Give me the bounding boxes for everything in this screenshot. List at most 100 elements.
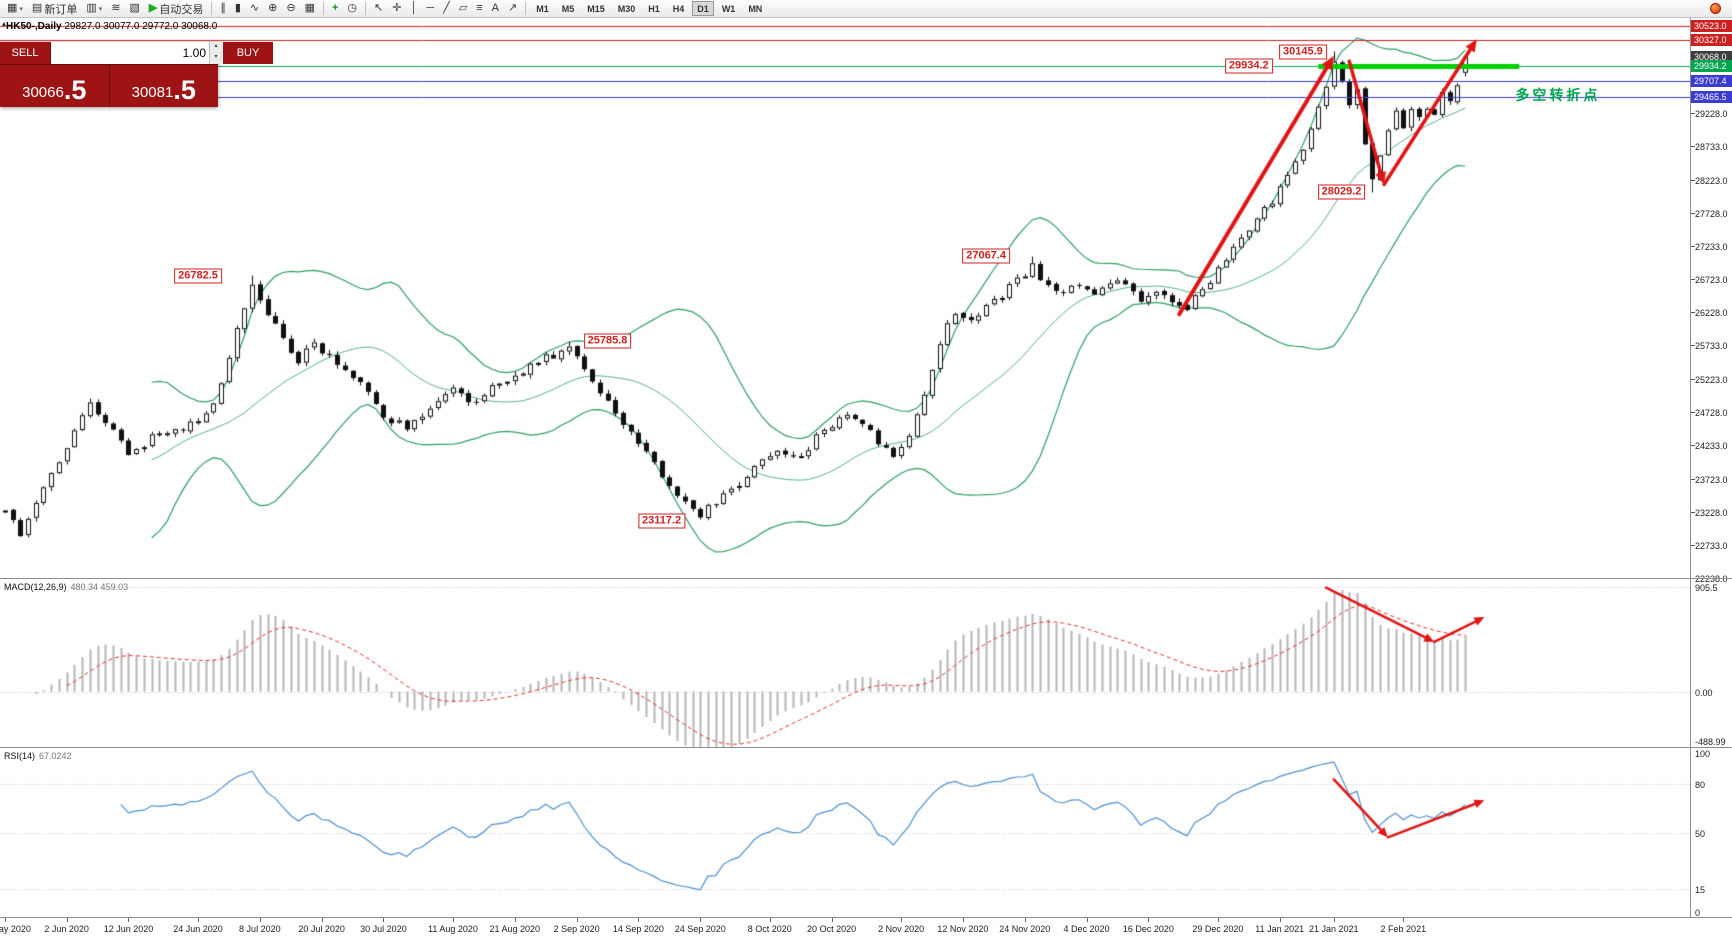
zoom-out-icon[interactable]: ⊖ (282, 1, 299, 17)
price-level-label: 29465.5 (1691, 90, 1732, 103)
rsi-label: RSI(14) (4, 751, 36, 761)
trendline-icon[interactable]: ╱ (439, 1, 454, 17)
chart-title-line: HK50-,Daily 29827.0 30077.0 29772.0 3006… (6, 21, 217, 32)
timeframe-m15[interactable]: M15 (587, 3, 605, 14)
price-tick-label: 22733.0 (1695, 541, 1728, 552)
indicators-add-icon[interactable]: + (328, 1, 342, 17)
candlestick-mode-icon[interactable]: ▮ (231, 1, 245, 17)
price-tick-mark (1691, 179, 1695, 181)
timeframe-m30[interactable]: M30 (617, 3, 636, 14)
chart-profiles-icon[interactable]: ▥ ▾ (82, 1, 106, 17)
timeframe-mn[interactable]: MN (748, 3, 763, 14)
date-tick-mark (198, 918, 199, 922)
notifications-icon[interactable] (1710, 3, 1721, 14)
price-tick-label: 25733.0 (1695, 341, 1728, 352)
date-tick-label: 20 Oct 2020 (807, 924, 857, 934)
main-chart-canvas[interactable] (0, 18, 1690, 578)
macd-axis-label: 0.00 (1695, 687, 1713, 698)
date-tick-label: 24 Sep 2020 (674, 924, 726, 934)
zoom-in-icon[interactable]: ⊕ (264, 1, 281, 17)
date-tick-label: 16 Dec 2020 (1122, 924, 1174, 934)
fibonacci-retracement-icon[interactable]: ≡ (472, 1, 486, 17)
price-tick-mark (1691, 379, 1695, 381)
lot-size-input[interactable] (51, 42, 209, 64)
timeframe-h1[interactable]: H1 (648, 3, 660, 14)
macd-caption: MACD(12,26,9) 480.34 459.03 (4, 582, 128, 592)
timeframe-w1[interactable]: W1 (721, 3, 736, 14)
lot-decrease-icon[interactable]: ▾ (214, 54, 218, 60)
crosshair-icon-glyph: ✛ (392, 2, 402, 14)
ohlc-bars-mode-icon-glyph: ∥ (220, 2, 226, 14)
toolbar-separator (365, 2, 367, 15)
chevron-down-icon: ▾ (19, 5, 23, 13)
trendline-icon-glyph: ╱ (443, 2, 450, 14)
price-tick-label: 28223.0 (1695, 175, 1728, 186)
tile-windows-icon[interactable]: ▦ (301, 1, 319, 17)
chart-profiles-icon-glyph: ▥ (86, 2, 97, 14)
macd-axis-label: -488.99 (1695, 737, 1726, 747)
price-tick-label: 23723.0 (1695, 475, 1728, 486)
vertical-line-icon[interactable]: │ (406, 1, 421, 17)
date-tick-label: 8 Oct 2020 (747, 924, 792, 934)
price-tick-label: 23228.0 (1695, 508, 1728, 519)
terminal-panel-icon[interactable]: ▧ (125, 1, 143, 17)
zoom-out-icon-glyph: ⊖ (286, 2, 296, 14)
macd-panel-canvas[interactable] (0, 579, 1690, 747)
ohlc-bars-mode-icon[interactable]: ∥ (216, 1, 230, 17)
price-tick-label: 24728.0 (1695, 408, 1728, 419)
lot-increase-icon[interactable]: ▴ (214, 43, 218, 49)
equidistant-channel-icon[interactable]: ▱ (455, 1, 471, 17)
date-tick-label: 2 Sep 2020 (553, 924, 600, 934)
date-tick-mark (638, 918, 639, 922)
new-order-glyph: ▤ (31, 2, 43, 14)
market-watch-icon[interactable]: ≋ (107, 1, 124, 17)
date-tick-label: 24 Jun 2020 (173, 924, 223, 934)
date-axis[interactable]: 21 May 2020 2 Jun 2020 12 Jun 2020 24 Jun 2… (0, 918, 1690, 939)
timeframe-d1[interactable]: D1 (692, 1, 714, 16)
price-tick-mark (1691, 445, 1695, 447)
arrow-tool-icon-glyph: ↗ (507, 2, 518, 14)
price-tick-mark (1691, 112, 1695, 114)
price-axis[interactable]: 29228.0 28733.0 28223.0 27728.0 27233.0 26723… (1690, 18, 1732, 918)
period-clock-icon[interactable]: ◷ (343, 1, 361, 17)
panel-separator[interactable] (0, 578, 1732, 579)
rsi-axis-label: 80 (1695, 780, 1706, 791)
line-chart-mode-icon[interactable]: ∿ (246, 1, 263, 17)
panel-separator (0, 917, 1732, 918)
timeframe-m5[interactable]: M5 (561, 3, 575, 14)
crosshair-icon[interactable]: ✛ (388, 1, 405, 17)
horizontal-line-icon[interactable]: ─ (422, 1, 438, 17)
cursor-icon-glyph: ↖ (374, 2, 384, 14)
one-click-panel-toggle[interactable]: ▴ (2, 19, 7, 28)
rsi-value: 67.0242 (39, 751, 72, 761)
lot-spinner: ▴ ▾ (209, 42, 222, 64)
timeframe-h4[interactable]: H4 (672, 3, 685, 14)
sell-button[interactable]: SELL (0, 42, 50, 64)
date-tick-mark (67, 918, 68, 922)
text-label-icon[interactable]: A (488, 1, 503, 17)
buy-button[interactable]: BUY (223, 42, 273, 64)
vertical-line-icon-glyph: │ (410, 2, 418, 14)
panel-separator[interactable] (0, 747, 1732, 748)
rsi-axis-label: 100 (1695, 749, 1711, 759)
auto-trading-button[interactable]: ▶ 自动交易 (145, 1, 207, 17)
date-tick-label: 11 Aug 2020 (428, 924, 478, 934)
date-tick-label: 2 Feb 2021 (1380, 924, 1427, 934)
date-tick-label: 2 Jun 2020 (44, 924, 89, 934)
date-tick-mark (453, 918, 454, 922)
horizontal-line-icon-glyph: ─ (426, 2, 435, 14)
timeframe-m1[interactable]: M1 (536, 3, 549, 14)
price-tick-label: 22238.0 (1695, 574, 1728, 585)
date-tick-mark (322, 918, 323, 922)
market-watch-icon-glyph: ≋ (111, 2, 121, 14)
date-tick-mark (260, 918, 261, 922)
rsi-panel-canvas[interactable] (0, 748, 1690, 918)
date-tick-label: 8 Jul 2020 (239, 924, 281, 934)
arrow-tool-icon[interactable]: ↗ (504, 1, 521, 17)
cursor-icon[interactable]: ↖ (370, 1, 387, 17)
date-tick-mark (5, 918, 6, 922)
new-chart-button[interactable]: ▦ ▾ (3, 1, 27, 17)
new-chart-glyph: ▦ (7, 2, 18, 14)
new-order-button[interactable]: ▤ 新订单 (28, 1, 81, 17)
price-tick-mark (1691, 412, 1695, 414)
